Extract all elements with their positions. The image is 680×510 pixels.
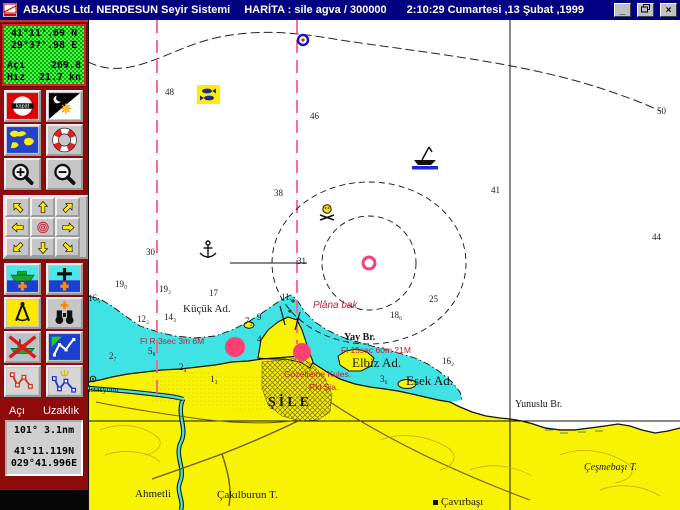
pan-n-button[interactable] (30, 197, 55, 217)
chart-title: HARİTA : sile agva / 300000 (244, 4, 387, 16)
light-marker-sile[interactable] (293, 343, 311, 361)
zoom-out-icon (49, 161, 80, 187)
sidebar-bottom-strip (0, 490, 88, 510)
buoy-symbol (296, 33, 310, 47)
pan-sw-button[interactable] (5, 237, 30, 257)
land-contours (99, 425, 661, 497)
danger-skull-symbol (319, 204, 335, 221)
route-track-lines (156, 20, 298, 397)
kapat-sign-icon: kapat (7, 93, 38, 119)
roads (95, 401, 531, 507)
svg-text:kapat: kapat (16, 104, 30, 110)
pan-ne-button[interactable] (55, 197, 80, 217)
cursor-longitude: 029°41.996E (10, 458, 78, 469)
route-red-icon (7, 368, 38, 394)
heading-value: 269.8 (50, 60, 81, 71)
app-title: ABAKUS Ltd. NERDESUN Seyir Sistemi (23, 4, 231, 16)
zoom-in-button[interactable] (4, 158, 41, 190)
chart-area[interactable]: 48 46 50 38 41 44 30 31 25 18₆ 16₂ 19₀ 19₂ 17 11. 16₅ 12… (88, 20, 680, 510)
pan-nw-button[interactable] (5, 197, 30, 217)
world-map-button[interactable] (4, 124, 41, 156)
center-target-icon (36, 221, 49, 233)
rivers (88, 385, 186, 510)
gps-latitude: 41°11'.69 N (10, 28, 78, 39)
arrow-nw-icon (12, 202, 23, 213)
close-chart-button[interactable]: kapat (4, 90, 41, 122)
mob-ship-button[interactable] (4, 263, 41, 295)
pan-center-button[interactable] (30, 217, 55, 237)
divider-button[interactable] (4, 297, 41, 329)
village-symbol (433, 500, 438, 505)
world-map-icon (7, 127, 38, 153)
ship-mark-icon (7, 266, 38, 292)
binoculars-icon (49, 300, 80, 326)
pan-se-button[interactable] (55, 237, 80, 257)
arrow-e-icon (61, 221, 74, 233)
graticule (88, 20, 680, 510)
cursor-latitude: 41°11.119N (13, 446, 75, 457)
position-cross-icon (49, 266, 80, 292)
route-blue-icon (49, 368, 80, 394)
arrow-w-icon (11, 221, 24, 233)
bearing-distance-value: 101° 3.1nm (13, 425, 75, 436)
rescue-button[interactable] (46, 124, 83, 156)
land (88, 316, 680, 510)
angle-label: Açı (9, 405, 25, 417)
sidebar: 41°11'.69 N 29°37'.98 E Açı 269.8 Hız 21.7… (0, 20, 88, 490)
depth-contour (88, 31, 661, 112)
arrow-ne-icon (62, 202, 73, 213)
close-button[interactable]: × (660, 3, 677, 17)
nautical-chart (88, 20, 680, 510)
heading-label: Açı (7, 60, 26, 71)
pan-e-button[interactable] (55, 217, 80, 237)
speed-label: Hız (7, 72, 26, 83)
coastline (88, 355, 680, 434)
route-map-button[interactable] (46, 331, 83, 363)
speed-value: 21.7 kn (38, 72, 81, 83)
fish-haven-symbol (197, 85, 220, 104)
anchorage-symbol (199, 240, 217, 258)
range-rings (271, 181, 467, 345)
zoom-in-icon (7, 161, 38, 187)
arrow-sw-icon (12, 241, 23, 252)
lifebuoy-icon (49, 127, 80, 153)
route-red-button[interactable] (4, 365, 41, 397)
restore-button[interactable] (637, 3, 654, 17)
route-map-icon (49, 334, 80, 360)
ship-cancel-button[interactable] (4, 331, 41, 363)
wreck-symbol (412, 146, 438, 170)
distance-label: Uzaklık (42, 405, 79, 417)
arrow-se-icon (62, 241, 73, 252)
route-blue-button[interactable] (46, 365, 83, 397)
bearing-panel: 101° 3.1nm 41°11.119N 029°41.996E (5, 420, 83, 476)
divider-compass-icon (7, 300, 38, 326)
target-ring (361, 255, 377, 271)
mark-position-button[interactable] (46, 263, 83, 295)
arrow-s-icon (37, 241, 48, 254)
minimize-button[interactable]: _ (614, 3, 631, 17)
binoculars-button[interactable] (46, 297, 83, 329)
gps-longitude: 29°37'.98 E (10, 40, 78, 51)
shallow-contour (88, 294, 463, 401)
bay-waves (545, 429, 603, 434)
zoom-out-button[interactable] (46, 158, 83, 190)
pan-w-button[interactable] (5, 217, 30, 237)
day-night-icon (49, 93, 80, 119)
light-marker-west[interactable] (225, 337, 245, 357)
radio-station-symbol (89, 375, 97, 383)
clock-date: 2:10:29 Cumartesi ,13 Şubat ,1999 (406, 4, 584, 16)
pan-s-button[interactable] (30, 237, 55, 257)
restore-icon (641, 4, 650, 13)
ship-cancel-icon (7, 334, 38, 360)
day-night-button[interactable] (46, 90, 83, 122)
arrow-n-icon (37, 200, 48, 213)
harbor-works (279, 299, 301, 331)
titlebar: ABAKUS Ltd. NERDESUN Seyir Sistemi HARİT… (0, 0, 680, 20)
gps-readout: 41°11'.69 N 29°37'.98 E Açı 269.8 Hız 21.7… (1, 23, 87, 87)
pan-pad (3, 195, 88, 259)
app-icon (3, 3, 17, 17)
bearing-panel-labels: Açı Uzaklık (0, 405, 88, 417)
